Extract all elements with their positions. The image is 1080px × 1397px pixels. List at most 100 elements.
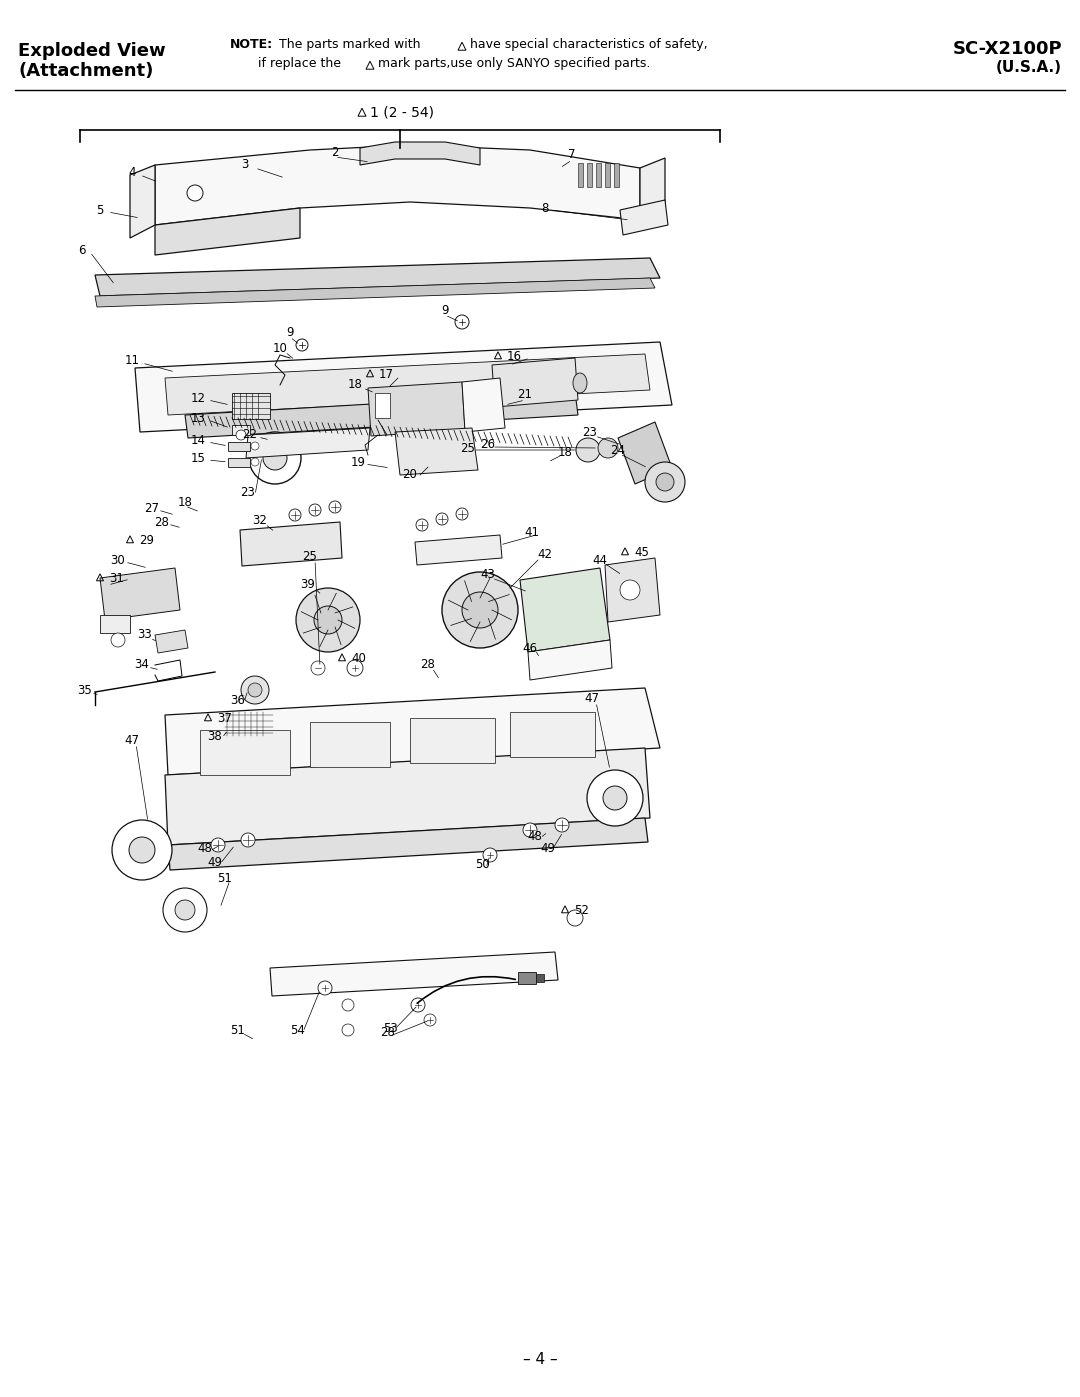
Text: 9: 9 (442, 303, 449, 317)
Text: 54: 54 (291, 1024, 306, 1037)
Polygon shape (130, 165, 156, 237)
Text: 37: 37 (217, 712, 232, 725)
Bar (228, 441, 249, 451)
Circle shape (424, 1014, 436, 1025)
Polygon shape (618, 422, 672, 483)
Text: 23: 23 (241, 486, 256, 499)
Circle shape (416, 520, 428, 531)
Text: 4: 4 (129, 165, 136, 179)
Text: 16: 16 (507, 351, 522, 363)
Text: 29: 29 (139, 535, 154, 548)
Text: 27: 27 (145, 502, 160, 514)
Circle shape (411, 997, 426, 1011)
Circle shape (175, 900, 195, 921)
Circle shape (455, 314, 469, 330)
Text: NOTE:: NOTE: (230, 38, 273, 52)
Circle shape (112, 820, 172, 880)
Text: 18: 18 (557, 446, 572, 458)
Bar (100, 615, 130, 633)
Circle shape (289, 509, 301, 521)
Polygon shape (156, 208, 300, 256)
Text: 48: 48 (198, 841, 213, 855)
Text: 28: 28 (154, 515, 170, 528)
Text: 15: 15 (190, 451, 205, 464)
Circle shape (567, 909, 583, 926)
Text: mark parts,use only SANYO specified parts.: mark parts,use only SANYO specified part… (378, 57, 650, 70)
Text: 49: 49 (540, 841, 555, 855)
Circle shape (251, 458, 259, 467)
Text: 6: 6 (78, 243, 85, 257)
Polygon shape (519, 569, 610, 652)
Text: 52: 52 (573, 904, 589, 918)
Circle shape (296, 588, 360, 652)
Text: The parts marked with: The parts marked with (275, 38, 420, 52)
Polygon shape (185, 393, 578, 439)
Polygon shape (240, 522, 342, 566)
Circle shape (309, 504, 321, 515)
Bar (588, 163, 592, 187)
Text: 31: 31 (109, 573, 124, 585)
Polygon shape (640, 158, 665, 219)
Polygon shape (95, 278, 654, 307)
Polygon shape (165, 747, 650, 845)
Circle shape (264, 446, 287, 469)
Bar (510, 712, 595, 757)
Text: 19: 19 (351, 455, 365, 468)
Text: 11: 11 (124, 353, 139, 366)
Bar (228, 458, 249, 467)
Text: 40: 40 (351, 652, 366, 665)
Bar (578, 163, 583, 187)
Polygon shape (368, 381, 465, 436)
Text: 33: 33 (137, 629, 152, 641)
Text: 42: 42 (538, 549, 553, 562)
Text: (U.S.A.): (U.S.A.) (996, 60, 1062, 75)
Polygon shape (100, 569, 180, 620)
Text: 44: 44 (593, 553, 607, 567)
Circle shape (620, 580, 640, 599)
Polygon shape (605, 557, 660, 622)
Polygon shape (462, 379, 505, 432)
Text: 46: 46 (523, 641, 538, 655)
Text: have special characteristics of safety,: have special characteristics of safety, (470, 38, 707, 52)
Circle shape (211, 838, 225, 852)
Text: 3: 3 (241, 158, 248, 172)
Text: 41: 41 (525, 525, 540, 538)
Text: 49: 49 (207, 855, 222, 869)
Text: 53: 53 (382, 1021, 397, 1035)
Bar (536, 974, 544, 982)
Text: 22: 22 (243, 429, 257, 441)
Polygon shape (492, 358, 578, 407)
Circle shape (251, 441, 259, 450)
Circle shape (241, 833, 255, 847)
Text: 51: 51 (230, 1024, 245, 1037)
Circle shape (656, 474, 674, 490)
Text: 10: 10 (272, 341, 287, 355)
Text: 35: 35 (78, 683, 93, 697)
Polygon shape (270, 951, 558, 996)
Circle shape (296, 339, 308, 351)
Text: 1 (2 - 54): 1 (2 - 54) (370, 105, 434, 119)
Circle shape (456, 509, 468, 520)
Text: 43: 43 (481, 569, 496, 581)
Text: 28: 28 (380, 1025, 395, 1038)
Text: 48: 48 (527, 830, 542, 842)
Text: 2: 2 (332, 147, 339, 159)
Ellipse shape (573, 373, 588, 393)
Polygon shape (246, 427, 370, 458)
Text: 23: 23 (582, 426, 597, 439)
Bar (200, 731, 291, 775)
Bar (518, 972, 536, 983)
Text: 18: 18 (177, 496, 192, 509)
Polygon shape (168, 819, 648, 870)
Text: 17: 17 (379, 369, 394, 381)
Bar (410, 718, 495, 763)
Circle shape (249, 432, 301, 483)
Text: 13: 13 (190, 412, 205, 425)
Text: 18: 18 (348, 379, 363, 391)
Polygon shape (156, 630, 188, 652)
Text: 21: 21 (517, 388, 532, 401)
Text: (Attachment): (Attachment) (18, 61, 153, 80)
Text: 25: 25 (460, 441, 475, 454)
Text: 25: 25 (302, 549, 318, 563)
Text: 47: 47 (124, 733, 139, 746)
